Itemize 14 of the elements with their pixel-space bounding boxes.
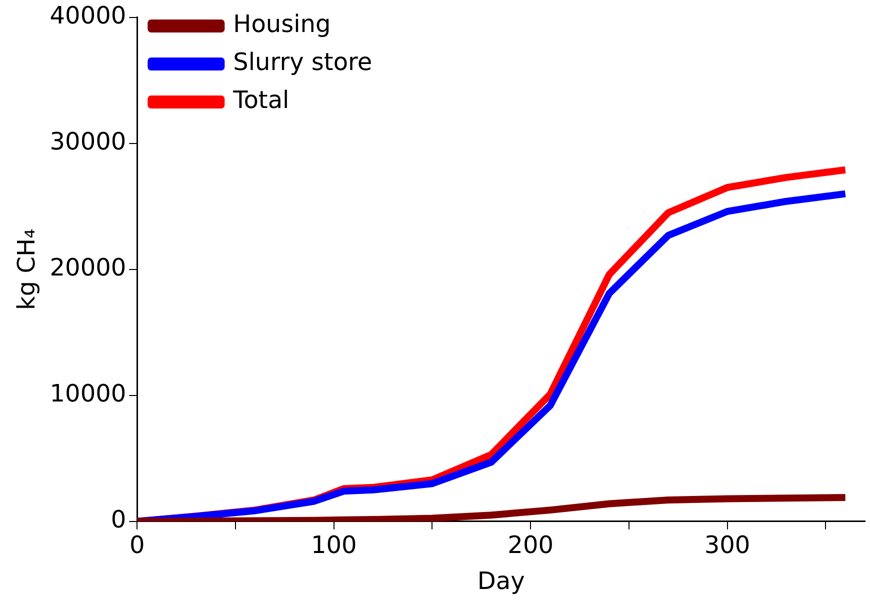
- y-axis-title: kg CH₄: [12, 228, 41, 310]
- x-axis-title: Day: [477, 566, 525, 595]
- x-tick-label: 200: [508, 531, 554, 560]
- x-tick-label: 100: [310, 531, 357, 560]
- x-tick-label: 0: [130, 531, 145, 560]
- y-tick-label: 10000: [50, 380, 126, 408]
- y-tick-label: 20000: [50, 254, 126, 282]
- x-tick-label: 300: [704, 531, 750, 560]
- legend-label: Total: [232, 86, 290, 114]
- legend-label: Slurry store: [233, 48, 372, 76]
- y-tick-label: 30000: [50, 128, 126, 156]
- y-tick-label: 40000: [50, 2, 126, 30]
- y-tick-label: 0: [110, 506, 126, 534]
- legend-label: Housing: [233, 10, 331, 38]
